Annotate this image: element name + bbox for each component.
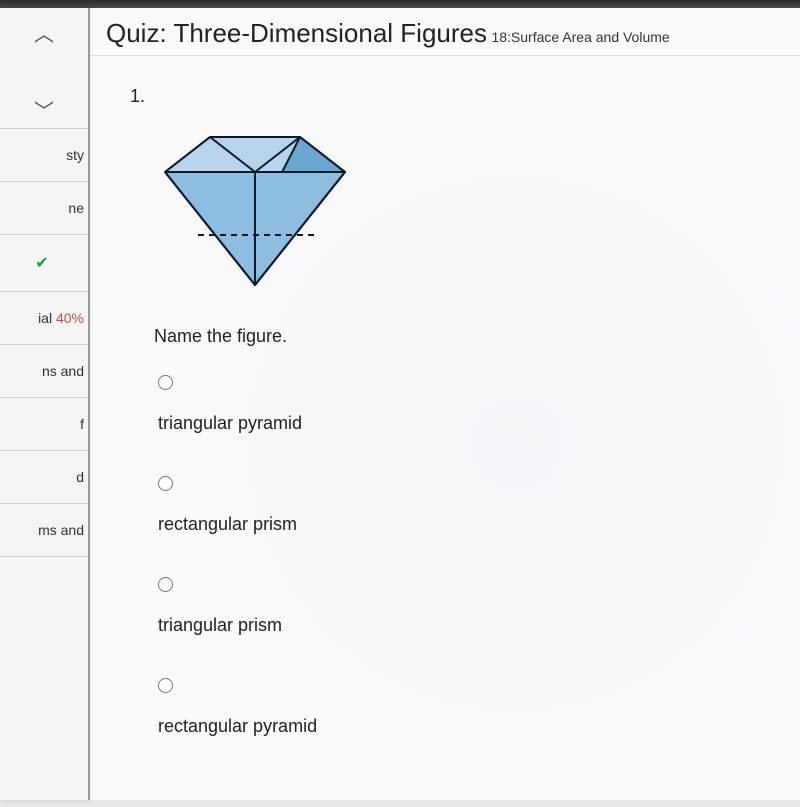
answer-options: triangular pyramid rectangular prism trian… bbox=[158, 373, 760, 737]
question-content: 1. Name the figure. triangular pyramid re… bbox=[90, 56, 800, 807]
quiz-title: Quiz: Three-Dimensional Figures bbox=[106, 18, 487, 48]
question-figure bbox=[150, 117, 760, 302]
main-panel: Quiz: Three-Dimensional Figures 18:Surfa… bbox=[90, 8, 800, 800]
sidebar-item-7[interactable]: ms and bbox=[0, 504, 88, 557]
answer-label: rectangular prism bbox=[125, 496, 297, 535]
answer-option-2[interactable]: triangular prism bbox=[158, 575, 760, 636]
sidebar-nav: ︿ ﹀ bbox=[0, 8, 88, 129]
app-container: ︿ ﹀ styne✔ial 40%ns andfdms and Quiz: Th… bbox=[0, 0, 800, 800]
sidebar-item-0[interactable]: sty bbox=[0, 129, 88, 182]
sidebar-item-check[interactable]: ✔ bbox=[0, 235, 88, 292]
window-top-strip bbox=[0, 0, 800, 8]
answer-option-3[interactable]: rectangular pyramid bbox=[158, 676, 760, 737]
answer-label: rectangular pyramid bbox=[125, 698, 317, 737]
question-prompt: Name the figure. bbox=[154, 326, 760, 347]
nav-down-icon[interactable]: ﹀ bbox=[24, 91, 64, 128]
quiz-subtitle: 18:Surface Area and Volume bbox=[491, 29, 669, 45]
quiz-header: Quiz: Three-Dimensional Figures 18:Surfa… bbox=[90, 8, 800, 56]
answer-label: triangular prism bbox=[125, 597, 282, 636]
answer-option-0[interactable]: triangular pyramid bbox=[158, 373, 760, 434]
answer-option-1[interactable]: rectangular prism bbox=[158, 474, 760, 535]
sidebar-item-3[interactable]: ial 40% bbox=[0, 292, 88, 345]
sidebar-item-1[interactable]: ne bbox=[0, 182, 88, 235]
answer-radio-0[interactable] bbox=[158, 375, 173, 390]
sidebar: ︿ ﹀ styne✔ial 40%ns andfdms and bbox=[0, 8, 90, 800]
sidebar-item-label: ial bbox=[38, 310, 56, 326]
sidebar-items: styne✔ial 40%ns andfdms and bbox=[0, 129, 88, 557]
answer-radio-3[interactable] bbox=[158, 678, 173, 693]
nav-up-icon[interactable]: ︿ bbox=[24, 14, 64, 51]
sidebar-item-percent: 40% bbox=[56, 310, 84, 326]
answer-radio-2[interactable] bbox=[158, 577, 173, 592]
sidebar-item-4[interactable]: ns and bbox=[0, 345, 88, 398]
triangular-prism-diagram bbox=[150, 117, 360, 297]
answer-label: triangular pyramid bbox=[125, 395, 302, 434]
sidebar-item-5[interactable]: f bbox=[0, 398, 88, 451]
answer-radio-1[interactable] bbox=[158, 476, 173, 491]
sidebar-item-6[interactable]: d bbox=[0, 451, 88, 504]
question-number: 1. bbox=[130, 86, 760, 107]
